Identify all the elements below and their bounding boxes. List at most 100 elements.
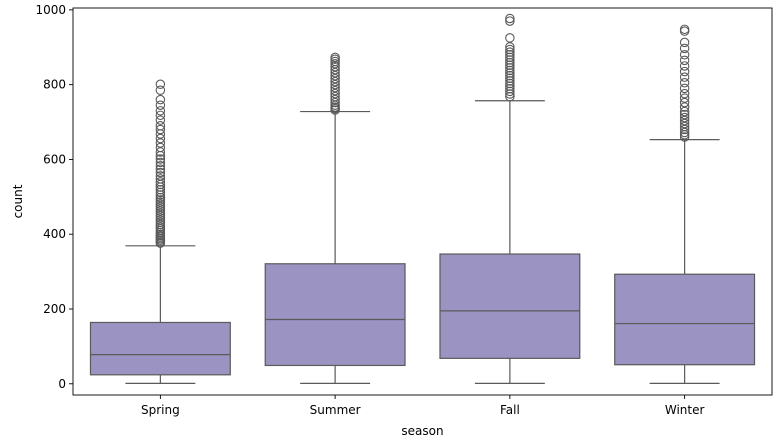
outlier-point [155, 157, 166, 168]
outlier-point [679, 72, 690, 82]
box-spring [89, 79, 231, 385]
outlier-point [679, 88, 690, 99]
iqr-box [264, 263, 406, 367]
outlier-point [155, 79, 166, 90]
y-tick-label: 0 [58, 377, 66, 391]
outlier-point [679, 109, 690, 120]
outlier-point [155, 147, 166, 157]
outlier-point [330, 76, 340, 87]
outlier-point [330, 56, 340, 67]
outlier-point [155, 177, 166, 187]
outlier-point [505, 44, 515, 55]
outlier-point [155, 133, 166, 144]
outlier-point [155, 174, 166, 184]
box-fall [439, 13, 581, 385]
outlier-point [330, 61, 340, 72]
outlier-point [155, 100, 166, 110]
x-tick-label: Spring [141, 403, 180, 417]
y-tick-label: 800 [43, 78, 66, 92]
axes-frame [72, 7, 773, 396]
outlier-point [155, 142, 166, 153]
y-tick-label: 600 [43, 152, 66, 166]
box-summer [264, 52, 406, 385]
outlier-point [155, 215, 166, 225]
outlier-point [330, 67, 340, 78]
outlier-point [505, 16, 515, 26]
outlier-point [679, 132, 690, 142]
outlier-point [155, 161, 166, 171]
x-tick-label: Summer [310, 403, 361, 417]
y-tick-label: 1000 [35, 3, 66, 17]
outlier-point [330, 52, 340, 63]
outlier-point [155, 197, 166, 207]
outlier-point [155, 213, 166, 223]
outlier-point [155, 208, 166, 219]
outlier-point [679, 55, 690, 66]
outlier-point [679, 97, 690, 108]
x-axis: Spring Summer Fall Winter [141, 395, 704, 417]
outlier-point [155, 171, 166, 181]
outlier-point [505, 33, 515, 43]
y-tick-label: 200 [43, 302, 66, 316]
outlier-point [679, 49, 690, 60]
outlier-point [330, 94, 340, 105]
outlier-point [330, 79, 340, 90]
x-tick-label: Winter [665, 403, 705, 417]
outlier-point [155, 110, 166, 121]
outlier-point [155, 206, 166, 216]
outlier-point [330, 70, 340, 81]
outlier-point [679, 78, 690, 88]
outlier-point [330, 85, 340, 96]
outlier-point [155, 106, 166, 116]
outlier-point [155, 221, 166, 232]
outlier-point [330, 91, 340, 102]
outlier-point [155, 219, 166, 230]
outlier-point [679, 26, 690, 36]
outlier-point [155, 217, 166, 228]
outlier-point [505, 47, 515, 57]
outlier-point [155, 167, 166, 178]
outlier-point [155, 85, 166, 96]
box-winter [614, 24, 756, 385]
outlier-point [330, 73, 340, 84]
outlier-point [679, 124, 690, 135]
outlier-point [155, 94, 166, 105]
outlier-point [679, 106, 690, 117]
outlier-point [330, 88, 340, 99]
outlier-point [330, 82, 340, 93]
outlier-point [330, 58, 340, 69]
outlier-point [679, 83, 690, 94]
outlier-point [679, 127, 690, 138]
outlier-point [505, 42, 515, 52]
outlier-point [679, 24, 690, 35]
outlier-point [330, 97, 340, 108]
outlier-point [155, 115, 166, 125]
y-axis: 0 200 400 600 800 1000 [35, 3, 73, 391]
outlier-point [155, 210, 166, 221]
outlier-point [505, 13, 515, 24]
outlier-point [155, 164, 166, 174]
outlier-point [155, 204, 166, 214]
x-axis-label: season [401, 424, 443, 438]
outlier-point [155, 154, 166, 164]
outlier-point [679, 37, 690, 48]
outlier-point [679, 112, 690, 123]
y-tick-label: 400 [43, 227, 66, 241]
iqr-box [89, 321, 231, 376]
outlier-point [679, 93, 690, 103]
plot-area [89, 13, 756, 385]
x-tick-label: Fall [500, 403, 520, 417]
outlier-point [679, 102, 690, 112]
iqr-box [439, 253, 581, 359]
outlier-point [155, 201, 166, 212]
outlier-point [155, 199, 166, 210]
outlier-point [155, 124, 166, 135]
outlier-point [679, 66, 690, 77]
outlier-point [679, 118, 690, 129]
outlier-point [155, 195, 166, 205]
outlier-point [155, 121, 166, 131]
outlier-point [679, 121, 690, 132]
outlier-point [679, 43, 690, 54]
iqr-box [614, 273, 756, 366]
